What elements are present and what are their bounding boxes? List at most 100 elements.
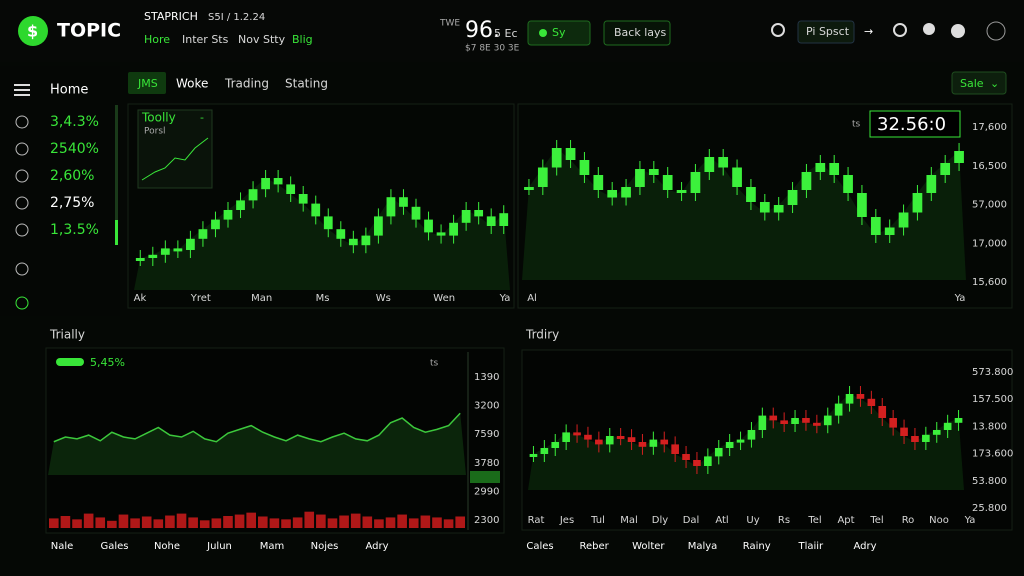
volume-bar bbox=[49, 518, 59, 528]
nav-item[interactable]: Hore bbox=[144, 33, 170, 46]
y-axis-label: 2990 bbox=[474, 486, 499, 497]
menu-icon[interactable] bbox=[14, 84, 30, 86]
candle bbox=[565, 148, 576, 160]
y-axis-label: 573.800 bbox=[972, 367, 1013, 378]
candle bbox=[746, 187, 756, 202]
arrow-icon[interactable]: → bbox=[864, 25, 873, 38]
candle bbox=[922, 434, 930, 442]
candle bbox=[843, 175, 853, 193]
volume-bar bbox=[258, 516, 268, 528]
nav-item[interactable]: Inter Sts bbox=[182, 33, 229, 46]
sidebar-icon[interactable] bbox=[15, 169, 29, 183]
button[interactable] bbox=[603, 20, 671, 46]
sidebar-icon[interactable] bbox=[15, 142, 29, 156]
panel-subtitle: Porsl bbox=[144, 127, 166, 137]
candle bbox=[649, 439, 658, 447]
sidebar-icon[interactable] bbox=[15, 223, 29, 237]
x-axis-label: Ms bbox=[316, 293, 330, 304]
candle bbox=[932, 430, 941, 435]
panel-title: Trially bbox=[49, 328, 85, 342]
ticker-unit: 5 Ec bbox=[494, 27, 518, 40]
candle bbox=[940, 163, 951, 175]
candle bbox=[926, 175, 937, 193]
mini-chart-line bbox=[141, 137, 209, 181]
sidebar-scroll bbox=[115, 105, 118, 245]
search-icon[interactable] bbox=[893, 23, 907, 37]
candle bbox=[160, 248, 170, 255]
x-axis-label: Reber bbox=[580, 541, 610, 552]
x-axis-label: Rs bbox=[778, 515, 790, 526]
x-axis-label: Atl bbox=[715, 515, 728, 526]
x-axis-label: Dal bbox=[683, 515, 700, 526]
x-axis-label: Gales bbox=[100, 541, 128, 552]
candle bbox=[870, 217, 881, 235]
dropdown[interactable] bbox=[951, 71, 1007, 95]
candle bbox=[627, 437, 636, 442]
candle bbox=[815, 163, 826, 172]
candle bbox=[759, 202, 770, 213]
tab-active[interactable] bbox=[128, 72, 166, 94]
volume-bar bbox=[408, 518, 419, 528]
ticker-label: TWE bbox=[439, 19, 460, 29]
candle bbox=[593, 175, 604, 190]
search-tag[interactable] bbox=[797, 20, 855, 44]
candle bbox=[912, 193, 923, 213]
sidebar-item: 1,3.5% bbox=[50, 222, 99, 238]
settings-icon[interactable] bbox=[986, 21, 1006, 41]
x-axis-label: Dly bbox=[652, 515, 668, 526]
x-axis-label: Mal bbox=[620, 515, 638, 526]
dropdown-caret: ⌄ bbox=[990, 77, 999, 90]
sidebar-icon[interactable] bbox=[15, 115, 29, 129]
volume-bar bbox=[199, 520, 210, 528]
candle bbox=[461, 210, 471, 223]
candle bbox=[562, 432, 570, 442]
candle bbox=[584, 434, 592, 440]
cloud-icon[interactable] bbox=[951, 24, 965, 38]
x-axis-label: Mam bbox=[260, 541, 285, 552]
logo-icon[interactable] bbox=[18, 16, 48, 46]
candle bbox=[954, 151, 964, 163]
nav-item[interactable]: Blig bbox=[292, 33, 313, 46]
search-icon[interactable] bbox=[771, 23, 785, 37]
volume-bar bbox=[304, 511, 315, 528]
candle bbox=[261, 178, 270, 190]
candle bbox=[801, 172, 812, 190]
sidebar-item: 2,75% bbox=[50, 195, 94, 211]
volume-bar bbox=[107, 520, 117, 528]
sidebar-icon[interactable] bbox=[15, 196, 29, 210]
candle bbox=[399, 197, 408, 207]
sidebar-title[interactable]: Home bbox=[50, 83, 88, 98]
y-axis-label: 25.800 bbox=[972, 503, 1007, 514]
x-axis-label: Nohe bbox=[154, 541, 180, 552]
candle bbox=[348, 238, 358, 246]
candle bbox=[732, 167, 742, 187]
candle bbox=[336, 229, 346, 239]
nav-item[interactable]: Nov Stty bbox=[238, 33, 286, 46]
y-axis-label: 16,500 bbox=[972, 161, 1007, 172]
volume-bar bbox=[130, 518, 140, 528]
ticker-sub: $7 8E 30 3E bbox=[465, 44, 520, 54]
x-axis-label: Rainy bbox=[743, 541, 771, 552]
y-axis-label: 53.800 bbox=[972, 476, 1007, 487]
tab[interactable]: Stating bbox=[285, 77, 328, 91]
candle bbox=[486, 216, 496, 226]
y-axis-label: 7590 bbox=[474, 429, 499, 440]
candle bbox=[607, 190, 618, 198]
brand: STAPRICH bbox=[144, 10, 198, 23]
y-axis-label: 157.500 bbox=[972, 394, 1013, 405]
tab[interactable]: Woke bbox=[176, 77, 208, 91]
x-axis-label: Ya bbox=[499, 293, 511, 304]
x-axis-label: Tel bbox=[869, 515, 883, 526]
button[interactable] bbox=[527, 20, 591, 46]
candle bbox=[943, 422, 952, 430]
tab[interactable]: Trading bbox=[224, 77, 269, 91]
candle bbox=[898, 212, 909, 228]
candle bbox=[148, 254, 158, 258]
candle bbox=[900, 427, 908, 436]
volume-bar bbox=[211, 518, 222, 528]
user-icon[interactable] bbox=[923, 23, 935, 35]
tab[interactable]: JMS bbox=[137, 77, 158, 90]
logo[interactable]: TOPIC bbox=[57, 20, 121, 42]
candle bbox=[540, 448, 549, 454]
candle bbox=[676, 190, 687, 193]
